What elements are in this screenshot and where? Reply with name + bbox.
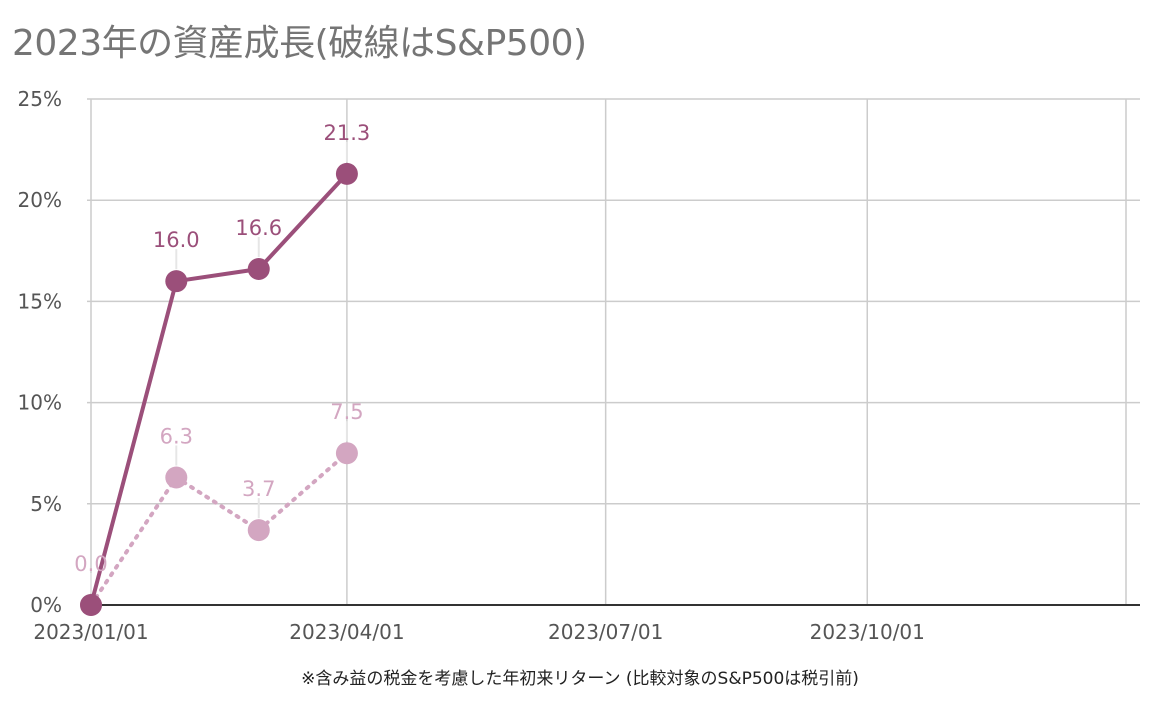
- y-tick-label: 25%: [18, 87, 62, 111]
- y-tick-label: 20%: [18, 188, 62, 212]
- x-tick-label: 2023/04/01: [289, 620, 404, 644]
- data-label-sp500: 6.3: [160, 424, 193, 448]
- data-point-portfolio: [247, 258, 270, 281]
- chart-title: 2023年の資産成長(破線はS&P500): [12, 23, 587, 64]
- series-line-portfolio: [89, 172, 349, 606]
- y-tick-label: 5%: [30, 492, 62, 516]
- data-label-portfolio: 21.3: [324, 121, 371, 145]
- series-line-sp500: [89, 451, 349, 607]
- x-tick-label: 2023/10/01: [810, 620, 925, 644]
- data-point-portfolio: [80, 594, 102, 616]
- data-point-portfolio: [335, 162, 358, 185]
- x-tick-label: 2023/07/01: [548, 620, 663, 644]
- data-label-portfolio: 16.0: [153, 228, 200, 252]
- y-tick-label: 10%: [18, 391, 62, 415]
- data-label-portfolio: 16.6: [235, 216, 282, 240]
- data-label-sp500: 7.5: [330, 400, 363, 424]
- y-tick-label: 15%: [18, 289, 62, 313]
- data-point-sp500: [335, 442, 358, 465]
- data-label-sp500: 0.0: [74, 552, 107, 576]
- data-label-sp500: 3.7: [242, 477, 275, 501]
- chart-footnote: ※含み益の税金を考慮した年初来リターン (比較対象のS&P500は税引前): [301, 669, 859, 689]
- data-point-sp500: [165, 466, 188, 489]
- data-point-portfolio: [165, 270, 188, 293]
- y-tick-label: 0%: [30, 593, 62, 617]
- data-point-sp500: [247, 519, 270, 542]
- x-tick-label: 2023/01/01: [33, 620, 148, 644]
